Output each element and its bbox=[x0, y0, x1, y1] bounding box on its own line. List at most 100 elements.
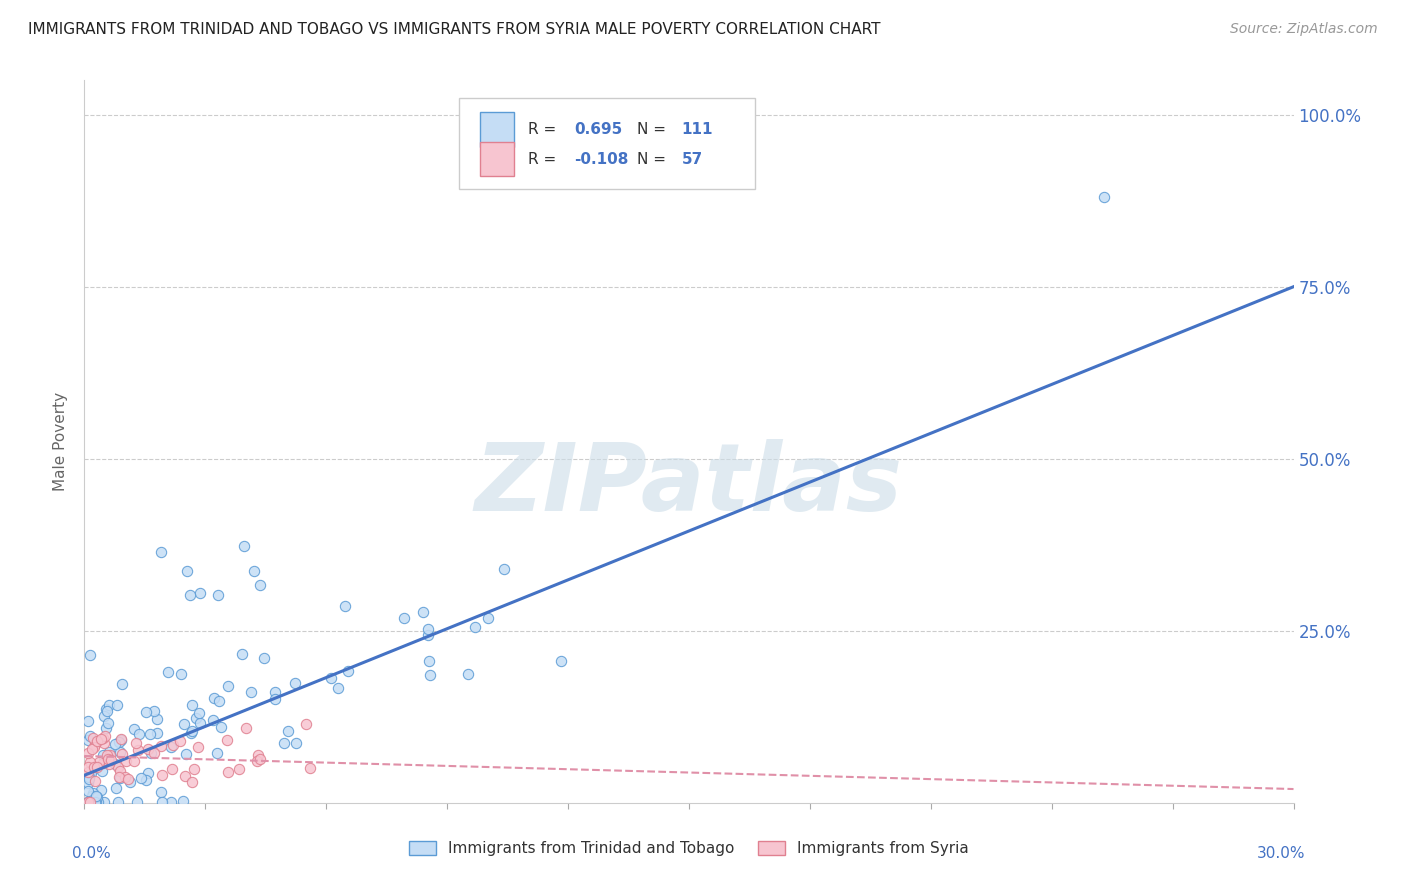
FancyBboxPatch shape bbox=[479, 142, 513, 177]
Point bbox=[77, 795, 100, 809]
Point bbox=[273, 736, 295, 750]
Point bbox=[77, 795, 100, 809]
Point bbox=[328, 681, 350, 696]
Point bbox=[111, 677, 134, 691]
Point bbox=[77, 714, 100, 728]
Point bbox=[93, 795, 115, 809]
Point bbox=[115, 754, 138, 768]
Point bbox=[82, 731, 104, 745]
Point bbox=[243, 564, 266, 578]
Point bbox=[111, 747, 134, 762]
Point bbox=[100, 752, 122, 766]
Point bbox=[492, 562, 515, 576]
Text: R =: R = bbox=[529, 122, 561, 136]
Point bbox=[104, 757, 127, 772]
Point bbox=[80, 766, 103, 780]
Point bbox=[180, 724, 202, 739]
Point bbox=[416, 628, 439, 642]
Point bbox=[162, 763, 184, 777]
Text: 57: 57 bbox=[682, 152, 703, 167]
Point bbox=[97, 745, 120, 759]
Point bbox=[77, 795, 100, 809]
Point bbox=[181, 698, 204, 713]
Point bbox=[263, 685, 285, 699]
Point bbox=[124, 722, 146, 736]
Point bbox=[209, 720, 232, 734]
Point bbox=[77, 765, 100, 780]
Point bbox=[83, 737, 105, 751]
Point bbox=[114, 771, 136, 785]
Point bbox=[231, 647, 253, 661]
Point bbox=[240, 685, 263, 699]
Point bbox=[160, 795, 183, 809]
Point bbox=[412, 605, 434, 619]
Text: N =: N = bbox=[637, 122, 671, 136]
Point bbox=[150, 795, 173, 809]
Point bbox=[208, 693, 231, 707]
Point bbox=[107, 795, 129, 809]
Point bbox=[77, 795, 100, 809]
Point bbox=[91, 748, 114, 763]
Legend: Immigrants from Trinidad and Tobago, Immigrants from Syria: Immigrants from Trinidad and Tobago, Imm… bbox=[401, 833, 977, 863]
Point bbox=[77, 784, 100, 798]
Point bbox=[179, 588, 201, 602]
Point bbox=[105, 698, 128, 712]
Point bbox=[138, 727, 160, 741]
Point bbox=[86, 760, 108, 774]
Point bbox=[110, 732, 132, 747]
Point bbox=[228, 762, 250, 776]
Point bbox=[77, 770, 100, 784]
Point bbox=[104, 780, 127, 795]
Point bbox=[83, 760, 105, 774]
Point bbox=[83, 739, 105, 754]
Text: ZIPatlas: ZIPatlas bbox=[475, 439, 903, 531]
Point bbox=[249, 752, 271, 766]
Point bbox=[107, 735, 129, 749]
Point bbox=[94, 702, 117, 716]
Point bbox=[77, 760, 100, 774]
Point bbox=[110, 772, 132, 786]
Point bbox=[201, 713, 224, 727]
Point bbox=[477, 611, 499, 625]
Point bbox=[122, 755, 145, 769]
Text: -0.108: -0.108 bbox=[574, 152, 628, 167]
Point bbox=[127, 743, 149, 757]
Point bbox=[110, 731, 132, 746]
Point bbox=[83, 795, 105, 809]
Point bbox=[319, 671, 342, 685]
Point bbox=[176, 565, 198, 579]
Point bbox=[77, 795, 100, 809]
Point bbox=[86, 789, 108, 804]
Point bbox=[135, 705, 157, 719]
Point bbox=[418, 654, 440, 668]
Point bbox=[173, 717, 195, 731]
Point bbox=[174, 747, 197, 761]
Point bbox=[97, 752, 120, 766]
Text: 0.0%: 0.0% bbox=[72, 847, 111, 861]
Point bbox=[82, 762, 104, 776]
Point bbox=[108, 764, 131, 779]
Point bbox=[157, 665, 180, 679]
Point bbox=[253, 651, 276, 665]
Point bbox=[235, 721, 257, 735]
Point bbox=[180, 726, 202, 740]
Point bbox=[295, 716, 318, 731]
Point bbox=[263, 692, 285, 706]
Point bbox=[136, 766, 159, 780]
Text: IMMIGRANTS FROM TRINIDAD AND TOBAGO VS IMMIGRANTS FROM SYRIA MALE POVERTY CORREL: IMMIGRANTS FROM TRINIDAD AND TOBAGO VS I… bbox=[28, 22, 880, 37]
Point bbox=[187, 739, 209, 754]
Point bbox=[418, 622, 440, 636]
Text: Source: ZipAtlas.com: Source: ZipAtlas.com bbox=[1230, 22, 1378, 37]
Point bbox=[188, 586, 211, 600]
Point bbox=[143, 704, 166, 718]
Point bbox=[150, 545, 173, 559]
Point bbox=[103, 737, 125, 751]
Point bbox=[93, 709, 115, 723]
Point bbox=[419, 668, 441, 682]
Point bbox=[217, 679, 239, 693]
Point bbox=[217, 765, 239, 780]
Point bbox=[172, 794, 194, 808]
Point bbox=[79, 772, 101, 787]
Point bbox=[464, 620, 486, 634]
Point bbox=[125, 736, 148, 750]
